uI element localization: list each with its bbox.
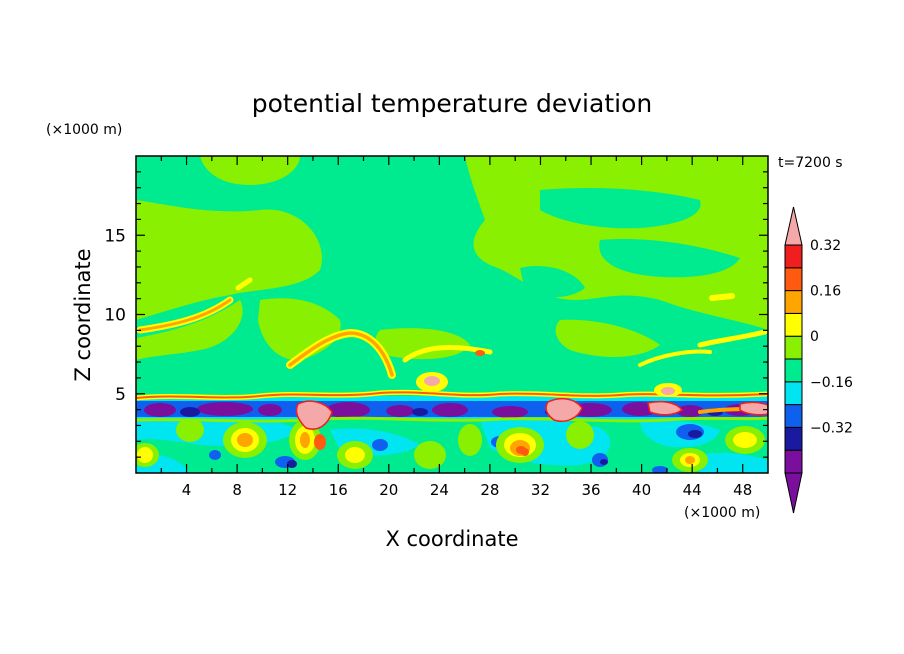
upper-neutral-patches (520, 188, 740, 298)
time-label: t=7200 s (778, 155, 843, 171)
colorbar-box (784, 426, 803, 451)
chart-title: potential temperature deviation (252, 89, 652, 118)
colorbar-label: 0.32 (810, 238, 841, 254)
colorbar-box (784, 358, 803, 383)
x-tick-label: 8 (232, 481, 242, 499)
colorbar-label: 0 (810, 329, 819, 345)
contour-field (136, 156, 768, 473)
x-tick-label: 32 (531, 481, 550, 499)
y-unit-label: (×1000 m) (46, 122, 122, 138)
x-tick-label: 44 (683, 481, 702, 499)
x-axis-label: X coordinate (385, 527, 518, 551)
colorbar-box (784, 312, 803, 337)
x-tick-label: 24 (430, 481, 449, 499)
x-tick-label: 48 (733, 481, 752, 499)
boundary-darkblue-patches (287, 430, 702, 468)
colorbar-labels: 0.32 0.16 0 −0.16 −0.32 (810, 238, 853, 436)
colorbar-box (784, 381, 803, 406)
colorbar-box (784, 335, 803, 360)
colorbar-box (784, 290, 803, 314)
colorbar-label: 0.16 (810, 284, 841, 300)
colorbar-box (784, 404, 803, 428)
x-tick-label: 28 (480, 481, 499, 499)
colorbar-box (784, 267, 803, 292)
y-tick-label: 10 (104, 306, 126, 326)
colorbar-label: −0.16 (810, 375, 853, 391)
colorbar-label: −0.32 (810, 420, 853, 436)
y-axis-tick-labels: 5 10 15 (104, 226, 126, 405)
x-tick-label: 36 (581, 481, 600, 499)
x-tick-label: 4 (182, 481, 192, 499)
x-tick-label: 12 (278, 481, 297, 499)
colorbar-box (784, 244, 803, 269)
colorbar-min-triangle (784, 472, 803, 514)
x-axis-ticks (160, 156, 744, 473)
y-axis-label: Z coordinate (71, 248, 95, 381)
x-tick-label: 20 (379, 481, 398, 499)
x-axis-tick-labels: 4 8 12 16 20 24 28 32 36 40 44 48 (182, 481, 752, 499)
x-unit-label: (×1000 m) (684, 505, 760, 521)
boundary-warm-cells (136, 418, 765, 472)
colorbar-max-triangle (784, 206, 803, 246)
x-tick-label: 16 (329, 481, 348, 499)
upper-pink-blob (424, 376, 675, 395)
colorbar (784, 206, 803, 514)
y-axis-ticks (136, 171, 768, 458)
y-tick-label: 5 (115, 385, 126, 405)
colorbar-box (784, 449, 803, 474)
inversion-warm-filaments (136, 389, 768, 423)
y-tick-label: 15 (104, 226, 126, 246)
upper-filaments (136, 277, 768, 379)
x-tick-label: 40 (632, 481, 651, 499)
